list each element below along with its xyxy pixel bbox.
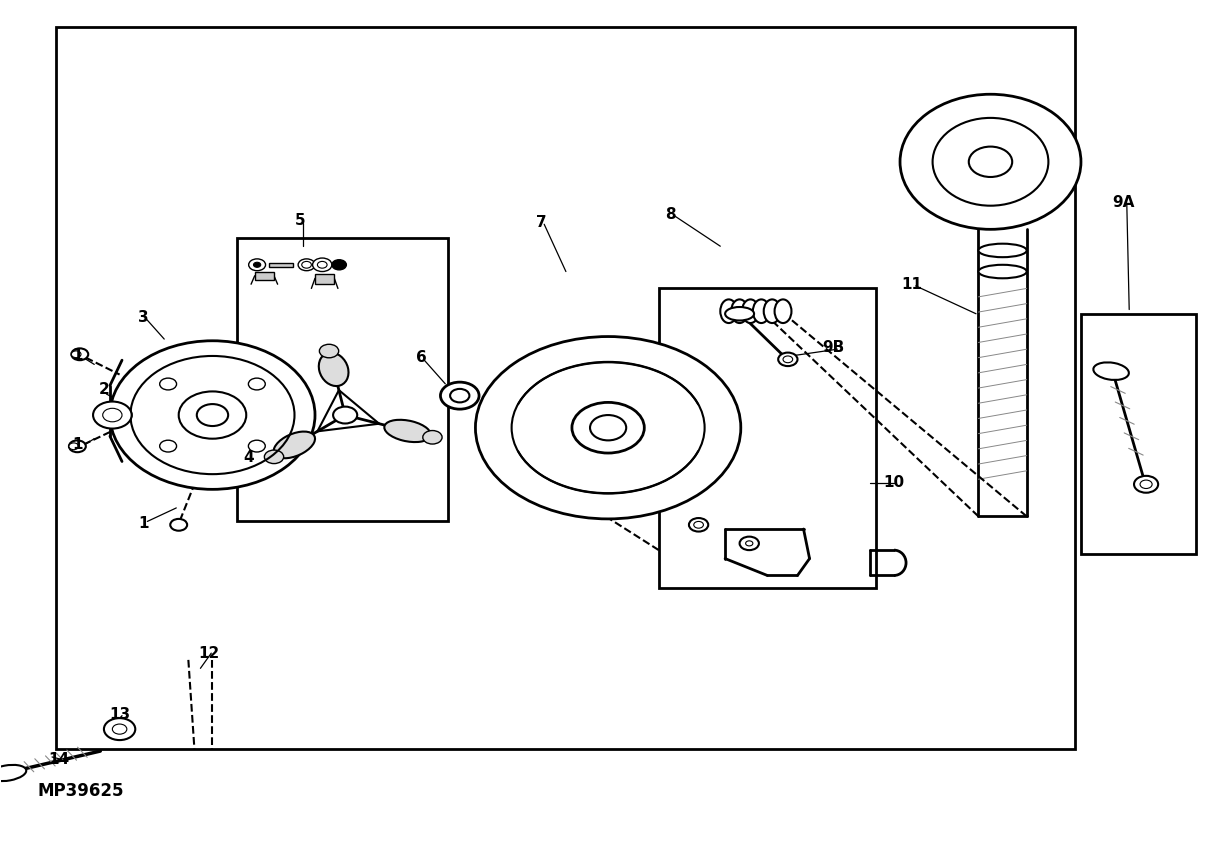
Ellipse shape — [764, 299, 781, 323]
Circle shape — [783, 356, 793, 363]
Text: MP39625: MP39625 — [37, 782, 125, 800]
Ellipse shape — [511, 362, 705, 494]
Circle shape — [423, 430, 442, 444]
Circle shape — [319, 344, 339, 357]
Circle shape — [689, 518, 708, 532]
Ellipse shape — [978, 265, 1026, 279]
Ellipse shape — [0, 765, 27, 781]
Text: 8: 8 — [665, 207, 676, 222]
Circle shape — [334, 407, 357, 424]
Circle shape — [590, 415, 626, 440]
Text: 3: 3 — [138, 311, 149, 325]
Text: 13: 13 — [109, 707, 131, 722]
Bar — [255, 272, 274, 280]
Circle shape — [71, 351, 81, 357]
Text: 2: 2 — [99, 382, 109, 397]
Circle shape — [299, 259, 316, 271]
Text: 1: 1 — [73, 348, 82, 363]
Circle shape — [71, 348, 88, 360]
Ellipse shape — [725, 307, 754, 320]
Circle shape — [302, 262, 312, 268]
Ellipse shape — [721, 299, 737, 323]
Ellipse shape — [932, 118, 1048, 206]
Ellipse shape — [319, 352, 348, 386]
Circle shape — [746, 541, 753, 546]
Ellipse shape — [775, 299, 792, 323]
Ellipse shape — [899, 94, 1081, 230]
Bar — [1081, 313, 1196, 554]
Text: 7: 7 — [537, 215, 548, 230]
Circle shape — [694, 522, 704, 529]
Text: 9B: 9B — [822, 340, 845, 355]
Ellipse shape — [731, 299, 748, 323]
Circle shape — [103, 408, 122, 422]
Ellipse shape — [110, 340, 316, 490]
Circle shape — [313, 258, 332, 272]
Circle shape — [779, 352, 798, 366]
Circle shape — [440, 382, 479, 409]
Circle shape — [968, 147, 1012, 177]
Ellipse shape — [753, 299, 770, 323]
Circle shape — [740, 537, 759, 551]
Circle shape — [248, 378, 265, 390]
Circle shape — [170, 519, 187, 531]
Ellipse shape — [475, 336, 741, 519]
Circle shape — [160, 378, 177, 390]
Text: 4: 4 — [243, 450, 254, 465]
Circle shape — [265, 450, 284, 463]
Circle shape — [318, 262, 328, 268]
Ellipse shape — [742, 299, 759, 323]
Text: 6: 6 — [416, 350, 427, 365]
Bar — [659, 289, 875, 588]
Bar — [237, 238, 447, 521]
Circle shape — [69, 443, 79, 450]
Ellipse shape — [384, 420, 430, 442]
Ellipse shape — [179, 391, 247, 439]
Circle shape — [103, 405, 132, 425]
Bar — [316, 274, 335, 285]
Ellipse shape — [978, 244, 1026, 257]
Circle shape — [1140, 480, 1152, 489]
Circle shape — [93, 401, 132, 429]
Circle shape — [254, 263, 261, 268]
Text: 5: 5 — [295, 213, 306, 229]
Bar — [56, 27, 1075, 749]
Bar — [270, 263, 294, 268]
Text: 1: 1 — [73, 437, 82, 452]
Ellipse shape — [1093, 363, 1129, 380]
Text: 9A: 9A — [1112, 195, 1134, 210]
Circle shape — [249, 259, 266, 271]
Circle shape — [1134, 476, 1158, 493]
Circle shape — [332, 260, 346, 270]
Ellipse shape — [273, 432, 316, 458]
Text: 14: 14 — [48, 752, 70, 767]
Circle shape — [112, 724, 127, 734]
Circle shape — [104, 718, 135, 740]
Ellipse shape — [572, 402, 644, 453]
Circle shape — [160, 440, 177, 452]
Circle shape — [69, 440, 86, 452]
Text: 11: 11 — [902, 277, 922, 291]
Circle shape — [450, 389, 469, 402]
Circle shape — [248, 440, 265, 452]
Text: 1: 1 — [139, 516, 149, 530]
Text: 12: 12 — [198, 645, 220, 661]
Text: 10: 10 — [884, 475, 904, 490]
Circle shape — [197, 404, 229, 426]
